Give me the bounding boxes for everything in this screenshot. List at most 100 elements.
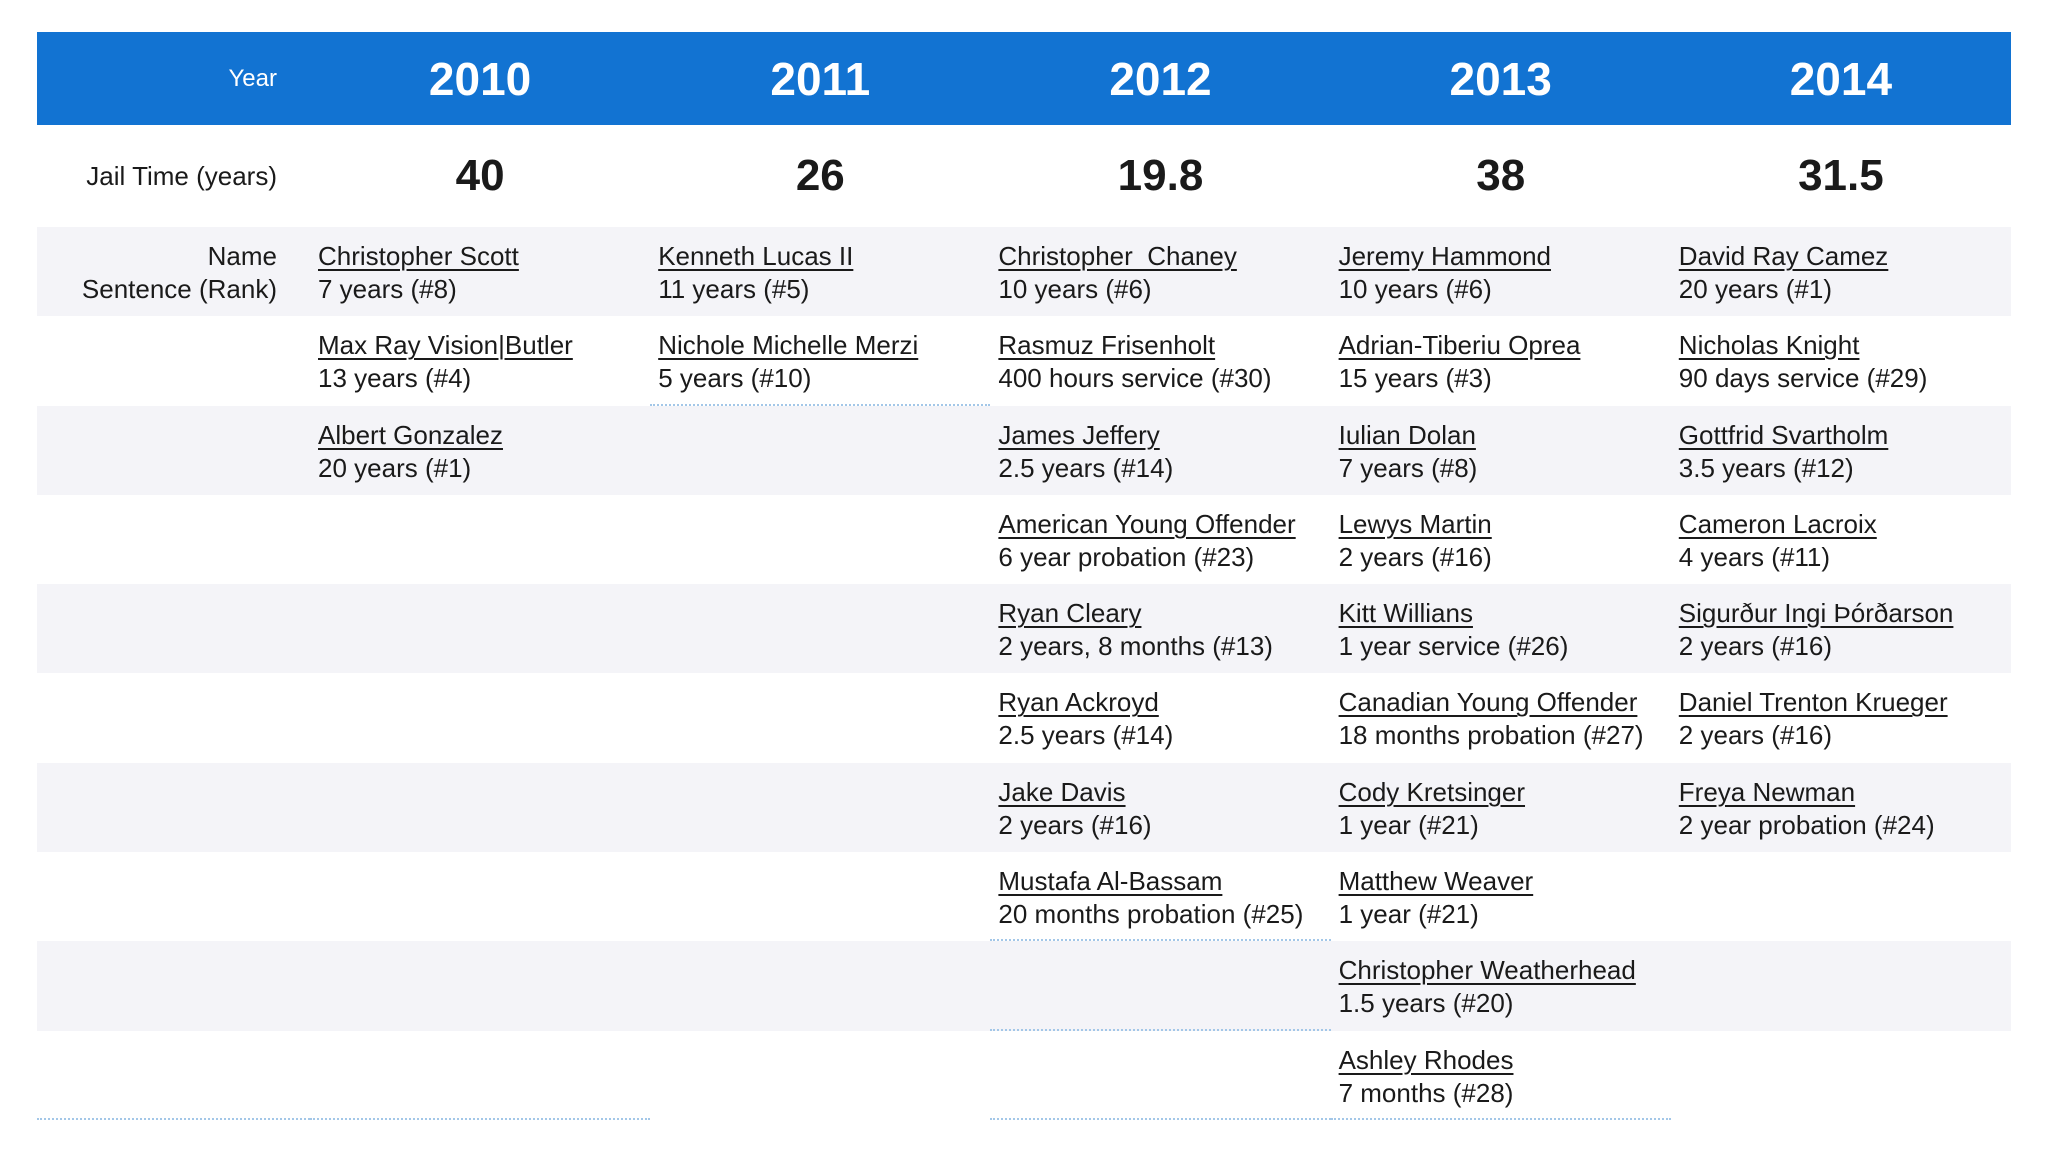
person-name-link[interactable]: Jake Davis [998,776,1126,807]
person-cell-2014-row6: Daniel Trenton Krueger 2 years (#16) [1671,673,2011,762]
person-name-link[interactable]: Christopher Chaney [998,241,1237,271]
person-cell-2010-row6 [310,673,650,762]
person-cell-2011-row1: Kenneth Lucas II 11 years (#5) [650,227,990,316]
person-name-link[interactable]: Cody Kretsinger [1338,776,1526,807]
table-row: Albert Gonzalez 20 years (#1) James Jeffer… [37,405,2011,495]
person-sentence: 4 years (#11) [1678,541,1831,572]
person-name-link[interactable]: Christopher Weatherhead [1338,955,1636,986]
person-name-link[interactable]: Ashley Rhodes [1338,1044,1514,1075]
person-name-link[interactable]: Kenneth Lucas II [658,241,854,271]
jail-time-value-2014: 31.5 [1798,151,1884,200]
person-sentence: 1 year (#21) [1338,899,1479,930]
people-row-label-name: Name [207,241,277,271]
person-sentence: 2 years (#16) [1678,631,1832,662]
person-name-link[interactable]: David Ray Camez [1678,241,1889,271]
table-row: Ashley Rhodes 7 months (#28) [37,1031,2011,1120]
person-sentence: 90 days service (#29) [1678,363,1928,394]
person-name-link[interactable]: Christopher Scott [318,241,519,271]
person-name-link[interactable]: Canadian Young Offender [1338,687,1638,718]
person-cell-2013-row8: Matthew Weaver 1 year (#21) [1331,852,1671,941]
row-label-cell [37,406,310,495]
person-name-link[interactable]: Sigurður Ingi Þórðarson [1678,598,1954,629]
person-cell-2012-row8: Mustafa Al-Bassam 20 months probation (#2… [990,852,1331,942]
person-sentence: 1.5 years (#20) [1338,988,1514,1019]
person-name-link[interactable]: Nicholas Knight [1678,330,1860,361]
jail-time-value-2011: 26 [795,151,845,200]
person-name-link[interactable]: Matthew Weaver [1338,866,1534,897]
year-header-2014: 2014 [1789,52,1893,105]
person-cell-2014-row2: Nicholas Knight 90 days service (#29) [1671,316,2011,405]
person-sentence: 10 years (#6) [998,274,1152,304]
person-cell-2011-row4 [650,495,990,584]
person-name-link[interactable]: Iulian Dolan [1338,419,1476,450]
year-header-2013: 2013 [1449,52,1552,105]
person-cell-2014-row5: Sigurður Ingi Þórðarson 2 years (#16) [1671,584,2011,673]
person-name-link[interactable]: American Young Offender [998,508,1296,539]
person-name-link[interactable]: Daniel Trenton Krueger [1678,687,1948,718]
person-cell-2012-row5: Ryan Cleary 2 years, 8 months (#13) [990,584,1330,673]
person-sentence: 13 years (#4) [318,363,472,394]
person-name-link[interactable]: Rasmuz Frisenholt [998,330,1216,361]
row-label-cell [37,673,310,762]
person-cell-2010-row3: Albert Gonzalez 20 years (#1) [310,406,650,495]
year-row-label: Year [228,64,278,92]
table-row: Name Sentence (Rank) Christopher Scott 7 ye… [37,227,2011,317]
person-sentence: 1 year (#21) [1338,809,1479,840]
person-sentence: 2 years (#16) [1338,541,1492,572]
person-cell-2011-row8 [650,852,990,941]
jail-time-value-2010: 40 [455,151,505,200]
person-name-link[interactable]: Ryan Ackroyd [998,687,1159,718]
person-cell-2012-row9 [990,941,1331,1031]
person-name-link[interactable]: Adrian-Tiberiu Oprea [1338,330,1581,361]
person-sentence: 2.5 years (#14) [998,452,1174,483]
person-sentence: 18 months probation (#27) [1338,720,1644,751]
person-cell-2010-row2: Max Ray Vision|Butler 13 years (#4) [310,316,650,405]
table-body: Name Sentence (Rank) Christopher Scott 7 ye… [37,227,2011,1120]
person-cell-2014-row7: Freya Newman 2 year probation (#24) [1671,763,2011,852]
person-sentence: 7 years (#8) [1338,452,1478,483]
person-name-link[interactable]: Lewys Martin [1338,508,1492,539]
person-sentence: 2 years (#16) [1678,720,1832,751]
person-cell-2011-row7 [650,763,990,852]
person-name-link[interactable]: Cameron Lacroix [1678,508,1877,539]
person-name-link[interactable]: Nichole Michelle Merzi [658,330,919,361]
person-name-link[interactable]: Max Ray Vision|Butler [318,330,573,361]
person-name-link[interactable]: Jeremy Hammond [1338,241,1551,271]
person-name-link[interactable]: Albert Gonzalez [318,419,503,450]
person-name-link[interactable]: James Jeffery [998,419,1160,450]
person-cell-2010-row7 [310,763,650,852]
row-label-cell [37,316,310,405]
row-label-cell [37,852,310,941]
person-cell-2014-row8 [1671,852,2011,941]
person-sentence: 20 years (#1) [318,452,472,483]
jail-time-value-2013: 38 [1476,151,1526,200]
year-header-2011: 2011 [770,52,871,105]
people-row-label-sentence-rank: Sentence (Rank) [81,274,277,304]
person-sentence: 2 year probation (#24) [1678,809,1935,840]
table-row: Christopher Weatherhead 1.5 years (#20) [37,941,2011,1031]
person-sentence: 15 years (#3) [1338,363,1492,394]
person-name-link[interactable]: Gottfrid Svartholm [1678,419,1889,450]
person-cell-2013-row9: Christopher Weatherhead 1.5 years (#20) [1331,941,1671,1030]
person-cell-2013-row4: Lewys Martin 2 years (#16) [1331,495,1671,584]
year-header-2012: 2012 [1109,52,1212,105]
person-sentence: 10 years (#6) [1338,274,1492,304]
jail-time-label: Jail Time (years) [86,160,277,191]
person-cell-2014-row3: Gottfrid Svartholm 3.5 years (#12) [1671,406,2011,495]
person-name-link[interactable]: Ryan Cleary [998,598,1142,629]
person-name-link[interactable]: Mustafa Al-Bassam [998,866,1223,897]
jail-time-value-2012: 19.8 [1117,151,1204,200]
person-sentence: 11 years (#5) [658,274,810,304]
person-cell-2010-row5 [310,584,650,673]
person-cell-2010-row9 [310,941,650,1030]
row-label-cell: Name Sentence (Rank) [37,227,310,316]
person-name-link[interactable]: Freya Newman [1678,776,1856,807]
person-name-link[interactable]: Kitt Willians [1338,598,1473,629]
person-cell-2011-row10 [650,1031,990,1120]
person-cell-2013-row10: Ashley Rhodes 7 months (#28) [1330,1031,1671,1120]
person-cell-2011-row3 [650,406,990,495]
person-cell-2013-row1: Jeremy Hammond 10 years (#6) [1331,227,1671,316]
row-label-cell [37,495,310,584]
person-cell-2014-row10 [1671,1031,2011,1120]
person-cell-2013-row6: Canadian Young Offender 18 months probati… [1331,673,1671,762]
